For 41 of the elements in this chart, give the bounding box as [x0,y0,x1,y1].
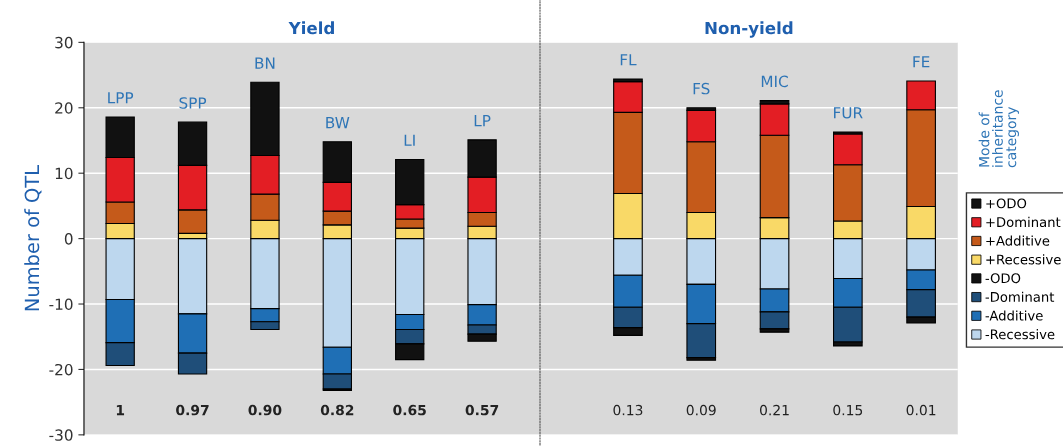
y-tick-label: 10 [55,167,73,180]
category-label: FE [913,56,930,68]
chart-title: Yield [288,21,334,35]
y-tick-label: -10 [49,298,73,311]
y-tick-label: -30 [49,429,73,441]
annotation: 1 [116,405,125,416]
legend-label: -Recessive [985,329,1055,340]
category-label: FUR [834,107,863,119]
annotation: 0.15 [833,404,863,416]
legend-label: -ODO [985,273,1021,284]
category-label: LP [474,115,491,127]
annotation: 0.21 [759,404,789,416]
category-label: SPP [179,97,207,109]
y-tick-label: -20 [49,363,73,376]
annotation: 0.57 [465,404,499,416]
category-label: MIC [761,75,788,88]
legend-title: Mode of inheritance category [978,90,1019,168]
annotation: 0.13 [613,404,643,416]
legend-label: +ODO [986,198,1027,209]
annotation: 0.65 [393,404,426,416]
category-label: LPP [108,92,134,104]
y-tick-label: 0 [64,233,73,245]
y-axis-title: Number of QTL [24,165,42,311]
y-tick-label: 30 [55,36,73,49]
annotation: 0.82 [320,404,354,416]
category-label: BW [326,117,350,129]
category-label: FS [693,82,710,95]
chart-title: Non-yield [705,21,793,38]
annotation: 0.90 [248,404,282,416]
annotation: 0.97 [176,404,209,416]
annotation: 0.09 [686,404,716,416]
legend-label: +Recessive [986,254,1061,265]
annotation: 0.01 [906,404,936,416]
legend-label: +Dominant [986,216,1061,228]
y-tick-label: 20 [55,102,73,114]
category-label: BN [255,57,275,69]
legend-label: +Additive [986,235,1050,246]
legend-label: -Additive [985,310,1043,321]
category-label: FL [620,54,637,66]
category-label: LI [404,134,415,146]
legend-label: -Dominant [985,291,1055,302]
